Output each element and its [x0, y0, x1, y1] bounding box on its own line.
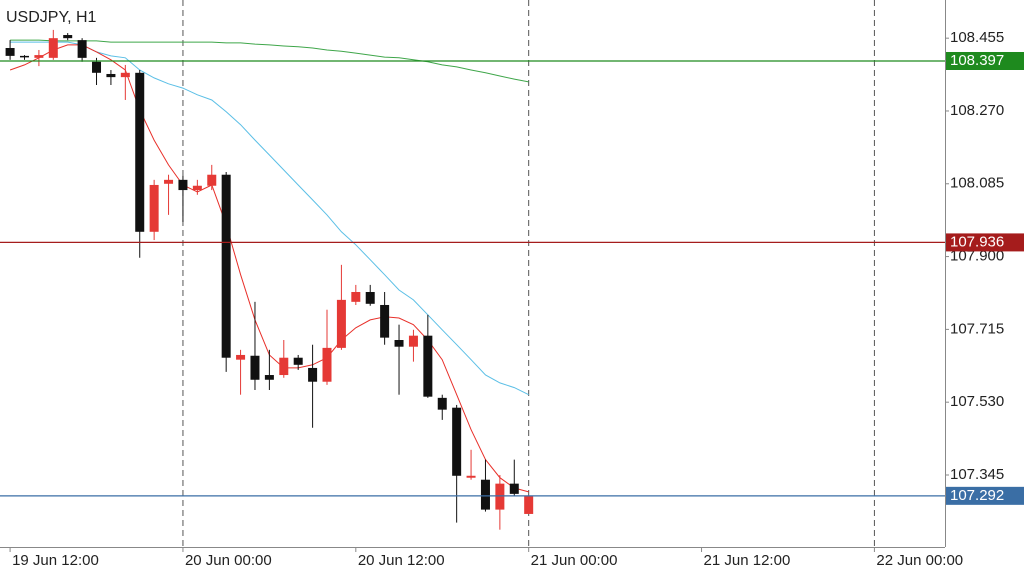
candle-body	[221, 174, 231, 358]
candle-body	[149, 184, 159, 232]
x-tick-label: 21 Jun 00:00	[531, 552, 618, 569]
candle-body	[336, 299, 346, 348]
candle-body	[351, 291, 361, 302]
candle-body	[423, 335, 433, 397]
chart-title: USDJPY, H1	[6, 9, 97, 26]
moving-average-line	[10, 39, 529, 83]
candle-body	[480, 479, 490, 510]
candle-body	[207, 174, 217, 186]
price-level-label: 108.397	[950, 52, 1004, 69]
y-tick-label: 107.900	[950, 248, 1004, 265]
candle-body	[524, 495, 534, 514]
candle-body	[279, 357, 289, 376]
candle-body	[466, 475, 476, 478]
y-tick-label: 107.715	[950, 320, 1004, 337]
y-tick-label: 108.270	[950, 102, 1004, 119]
candle-body	[394, 340, 404, 347]
candle-body	[437, 397, 447, 410]
price-level-label: 107.936	[950, 233, 1004, 250]
candle-body	[178, 179, 188, 191]
candle-body	[380, 304, 390, 338]
x-tick-label: 19 Jun 12:00	[12, 552, 99, 569]
candle-body	[34, 55, 44, 58]
candle-body	[92, 61, 102, 73]
y-tick-label: 108.085	[950, 175, 1004, 192]
price-level-box	[946, 51, 1024, 70]
candle-body	[5, 48, 15, 56]
candle-body	[293, 357, 303, 365]
candle-body	[322, 347, 332, 382]
candle-body	[63, 35, 73, 39]
x-tick-label: 21 Jun 12:00	[704, 552, 791, 569]
y-tick-label: 107.345	[950, 466, 1004, 483]
candle-body	[250, 355, 260, 380]
candle-body	[120, 72, 130, 78]
candle-body	[77, 40, 87, 58]
x-tick-label: 20 Jun 00:00	[185, 552, 272, 569]
candle-body	[192, 185, 202, 191]
price-level-box	[946, 486, 1024, 505]
candle-body	[164, 179, 174, 184]
y-tick-label: 107.530	[950, 393, 1004, 410]
candle-body	[48, 38, 58, 58]
candle-body	[452, 407, 462, 476]
candle-body	[106, 73, 116, 78]
candle-body	[264, 375, 274, 380]
x-tick-label: 22 Jun 00:00	[876, 552, 963, 569]
price-level-box	[946, 233, 1024, 252]
x-tick-label: 20 Jun 12:00	[358, 552, 445, 569]
candle-body	[236, 354, 246, 360]
candle-body	[509, 483, 519, 494]
candle-body	[19, 55, 29, 58]
candle-body	[308, 367, 318, 382]
candle-body	[495, 483, 505, 510]
price-level-label: 107.292	[950, 487, 1004, 504]
candle-body	[135, 72, 145, 232]
candle-body	[408, 335, 418, 347]
candle-body	[365, 291, 375, 304]
y-tick-label: 108.455	[950, 29, 1004, 46]
